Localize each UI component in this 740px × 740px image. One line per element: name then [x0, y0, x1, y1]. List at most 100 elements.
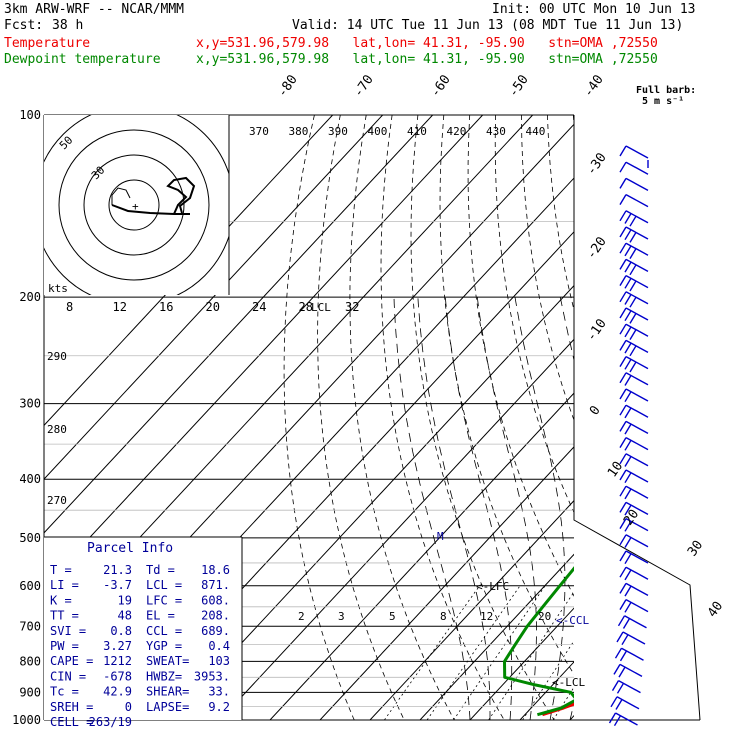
dewpoint-legend: Dewpoint temperature: [4, 52, 161, 67]
wind-barb-staff: [625, 598, 649, 613]
theta-label: 270: [47, 494, 67, 507]
wind-barb-flag: [624, 391, 632, 403]
theta-label: 380: [289, 125, 309, 138]
dry-adiabat-line: [467, 115, 574, 597]
wind-barb-staff: [625, 193, 649, 208]
mixing-ratio-line: [426, 585, 521, 720]
theta-label: 440: [526, 125, 546, 138]
wind-barb-flag: [616, 682, 625, 694]
wind-barb-flag: [624, 245, 632, 257]
theta-label: 400: [368, 125, 388, 138]
wind-barb: [619, 517, 649, 532]
wind-barb-staff: [625, 582, 649, 597]
wind-barb-flag: [624, 277, 632, 289]
wind-barb-staff: [618, 679, 641, 694]
wind-barb-flag: [619, 566, 627, 578]
wind-barb: [619, 372, 649, 386]
wind-barb-staff: [625, 161, 649, 175]
wind-barb-staff: [625, 226, 649, 240]
moist-adiabat-line: [476, 297, 537, 720]
wind-barb-staff: [625, 469, 649, 483]
wind-barb-flag: [624, 213, 632, 224]
hodograph-rings: [44, 115, 229, 295]
temperature-tick-label: -20: [584, 234, 610, 262]
wind-barb-flag: [624, 553, 632, 565]
wind-barb: [619, 534, 649, 548]
wind-barb-flag: [616, 631, 624, 643]
wind-barb-flag: [619, 583, 627, 594]
wind-barb-flag: [624, 439, 632, 451]
wind-barb: [619, 161, 649, 175]
wind-barb-flag: [617, 615, 626, 627]
wind-barb: [619, 307, 649, 324]
wind-barb-flag: [624, 520, 632, 532]
parcel-info-label: Td =: [146, 563, 175, 577]
hodograph-unit-label: kts: [48, 282, 68, 295]
isotherm-line: [44, 115, 484, 588]
pressure-label: 300: [19, 397, 41, 411]
chart-header: 3km ARW-WRF -- NCAR/MMM Init: 00 UTC Mon…: [0, 0, 740, 70]
wind-barb: [611, 679, 641, 694]
wind-barb-flag: [608, 712, 617, 724]
wind-barb-flag: [618, 666, 626, 678]
mixing-ratio-label: 2: [298, 610, 305, 623]
wind-barb-flag: [619, 404, 627, 416]
temperature-tick-label: -10: [584, 316, 610, 344]
wind-barb-flag: [624, 407, 632, 419]
wind-barb-flag: [619, 275, 627, 286]
theta-label: 370: [249, 125, 269, 138]
forecast-label: Fcst:: [4, 18, 44, 33]
wind-barb-flag: [624, 504, 632, 516]
isotherm-line: [369, 499, 574, 720]
wind-barb-flag: [611, 680, 620, 691]
isotherm-line: [44, 115, 334, 427]
temperature-location: x,y=531.96,579.98 lat,lon= 41.31, -95.90…: [196, 36, 658, 51]
wind-barb-flag: [624, 358, 632, 370]
wind-barbs: [608, 145, 649, 727]
wind-barb-staff: [625, 534, 649, 548]
hodograph-axis-label: 32: [345, 300, 359, 314]
parcel-info-label: PW =: [50, 639, 79, 653]
wind-barb-flag: [619, 502, 627, 513]
isotherm-line: [219, 338, 574, 720]
wind-barb-flag: [624, 310, 632, 322]
wind-barb-flag: [619, 421, 627, 432]
hodograph-ring: [83, 154, 185, 256]
parcel-info-label: LI =: [50, 578, 79, 592]
theta-label: 280: [47, 423, 67, 436]
mixing-ratio-label: 5: [389, 610, 396, 623]
hodograph-low-trace: [111, 187, 131, 205]
wind-barb: [619, 404, 649, 419]
temperature-tick-label: -70: [351, 72, 377, 100]
pressure-label: 100: [19, 108, 41, 122]
isotherm-line: [44, 115, 384, 480]
theta-label: 290: [47, 350, 67, 363]
wind-barb-flag: [619, 485, 627, 497]
parcel-info-value: 42.9: [103, 685, 132, 699]
level-marker: <-CCL: [556, 614, 589, 627]
wind-barb-flag: [615, 699, 623, 710]
wind-barb-flag: [619, 534, 627, 546]
wind-barb-staff: [625, 420, 649, 435]
parcel-info-value: 208.: [201, 609, 230, 623]
barb-key-title: Full barb:: [636, 85, 696, 96]
wind-barb-staff: [621, 647, 644, 661]
wind-barb-flag: [624, 472, 632, 484]
temperature-tick-label: -30: [584, 150, 610, 178]
moist-adiabat-line: [630, 297, 740, 720]
wind-barb-flag: [629, 232, 637, 243]
wind-barb-flag: [619, 210, 627, 222]
wind-barb-flag: [613, 715, 622, 727]
model-title: 3km ARW-WRF -- NCAR/MMM: [4, 2, 185, 17]
wind-barb-flag: [629, 329, 637, 340]
parcel-info-value: 871.: [201, 578, 230, 592]
wind-barb-staff: [625, 550, 649, 564]
wind-barb: [619, 274, 649, 292]
mixing-ratio-lines: [384, 585, 574, 720]
wind-barb-staff: [625, 453, 649, 467]
wind-barb-staff: [625, 372, 649, 386]
wind-barb: [619, 339, 649, 357]
parcel-info-label: SVI =: [50, 624, 86, 638]
wind-barb-flag: [610, 696, 618, 708]
